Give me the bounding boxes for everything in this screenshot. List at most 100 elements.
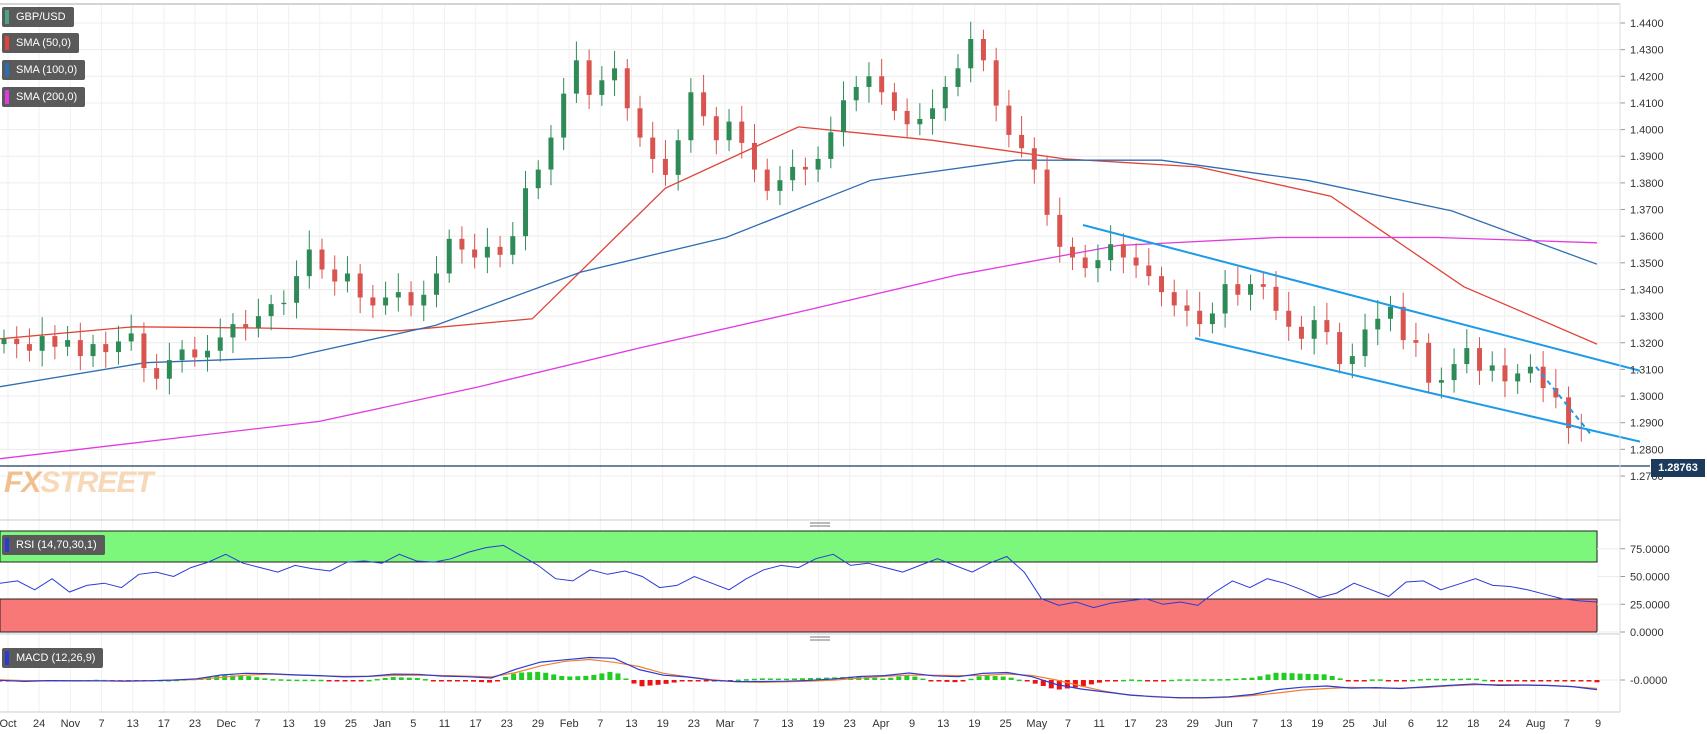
macd-histogram-bar (1048, 680, 1054, 689)
candle-body (65, 340, 71, 347)
macd-histogram-bar (318, 679, 324, 682)
macd-histogram-bar (1466, 678, 1472, 680)
sma100-line (0, 159, 1598, 388)
candle-body (128, 333, 134, 342)
candle-body (319, 249, 325, 270)
time-tick-label: 23 (501, 718, 513, 730)
time-tick-label: 23 (189, 718, 201, 730)
time-tick-label: 13 (1280, 718, 1292, 730)
macd-histogram-bar (1433, 678, 1439, 681)
time-tick-label: Mar (716, 718, 735, 730)
time-tick-label: 7 (254, 718, 260, 730)
macd-histogram-bar (511, 673, 517, 680)
macd-histogram-bar (438, 680, 444, 682)
candle-body (77, 340, 83, 357)
candle-body (726, 121, 732, 141)
macd-histogram-bar (1425, 678, 1431, 681)
macd-histogram-bar (1040, 680, 1046, 686)
macd-histogram-bar (1393, 680, 1399, 682)
candle-body (1057, 214, 1063, 247)
macd-histogram-bar (535, 671, 541, 680)
candle-body (586, 60, 592, 95)
macd-histogram-bar (1153, 680, 1159, 682)
legend-rsi[interactable]: RSI (14,70,30,1) (2, 535, 105, 555)
macd-histogram-bar (334, 680, 340, 682)
candle-body (535, 169, 541, 189)
time-tick-label: 29 (532, 718, 544, 730)
macd-histogram-bar (816, 677, 822, 680)
macd-histogram-bar (767, 678, 773, 680)
macd-histogram-bar (1008, 677, 1014, 680)
macd-histogram-bar (1273, 672, 1279, 680)
candle-body (866, 76, 872, 87)
time-tick-label: 23 (1155, 718, 1167, 730)
rsi-tick-label: 50.0000 (1630, 572, 1670, 584)
candle-body (1362, 329, 1368, 357)
candle-body (1400, 306, 1406, 341)
candle-body (306, 249, 312, 277)
macd-histogram-bar (278, 679, 284, 681)
macd-histogram-bar (575, 676, 581, 680)
candle-body (1069, 246, 1075, 258)
candle-body (688, 92, 694, 141)
candle-body (243, 324, 249, 329)
macd-line (0, 656, 1598, 699)
macd-histogram-bar (527, 672, 533, 680)
legend-macd[interactable]: MACD (12,26,9) (2, 648, 104, 668)
time-tick-label: 11 (439, 718, 450, 730)
macd-histogram-bar (1257, 676, 1263, 680)
candle-body (828, 132, 834, 159)
rsi-resize-handle[interactable] (810, 522, 830, 527)
legend-symbol[interactable]: GBP/USD (2, 7, 74, 27)
current-price-label: 1.28763 (1651, 459, 1705, 477)
macd-histogram-bar (1570, 680, 1576, 682)
macd-histogram-bar (808, 678, 814, 680)
candle-body (1108, 244, 1114, 261)
macd-histogram-bar (992, 676, 998, 680)
candle-body (446, 238, 452, 274)
macd-histogram-bar (599, 673, 605, 680)
candle-body (383, 297, 389, 306)
rsi-panel: 75.0000 50.0000 25.0000 0.0000 (0, 530, 1670, 639)
macd-histogram-bar (503, 676, 509, 680)
macd-histogram-bar (1024, 680, 1030, 682)
macd-histogram-bar (1482, 679, 1488, 682)
candle-body (612, 68, 618, 81)
macd-histogram-bar (246, 676, 252, 680)
candle-body (205, 350, 211, 358)
legend-sma200[interactable]: SMA (200,0) (2, 87, 86, 107)
macd-resize-handle[interactable] (810, 636, 830, 641)
macd-histogram-bar (1554, 680, 1560, 682)
fxstreet-watermark: FXSTREET (4, 466, 154, 500)
legend-sma100[interactable]: SMA (100,0) (2, 60, 86, 80)
candle-body (217, 337, 223, 351)
macd-histogram-bar (294, 679, 300, 682)
macd-histogram-bar (1474, 678, 1480, 681)
macd-histogram-bar (735, 679, 741, 682)
candle-body (1489, 365, 1495, 371)
sma200-line (0, 236, 1598, 460)
macd-histogram-bar (743, 679, 749, 681)
time-tick-label: 7 (1252, 718, 1258, 730)
time-tick-label: 29 (1187, 718, 1199, 730)
legend-sma50[interactable]: SMA (50,0) (2, 33, 80, 53)
rsi-line (0, 544, 1598, 609)
macd-histogram-bar (446, 680, 452, 682)
macd-histogram-bar (944, 680, 950, 682)
macd-histogram-bar (1209, 679, 1215, 681)
candle-body (472, 249, 478, 258)
time-tick-label: Apr (872, 718, 889, 730)
candle-body (1375, 318, 1381, 330)
macd-histogram-bar (254, 677, 260, 680)
sma50-swatch (5, 36, 9, 50)
macd-histogram-bar (1161, 680, 1167, 682)
time-tick-label: 5 (410, 718, 416, 730)
time-tick-label: 13 (781, 718, 793, 730)
macd-histogram-bar (751, 678, 757, 681)
candle-body (421, 294, 427, 306)
macd-histogram-bar (1032, 680, 1038, 684)
macd-histogram-bar (1088, 680, 1094, 685)
candle-body (548, 137, 554, 170)
price-tick-label: 1.3200 (1630, 338, 1664, 350)
candle-body (179, 349, 185, 361)
